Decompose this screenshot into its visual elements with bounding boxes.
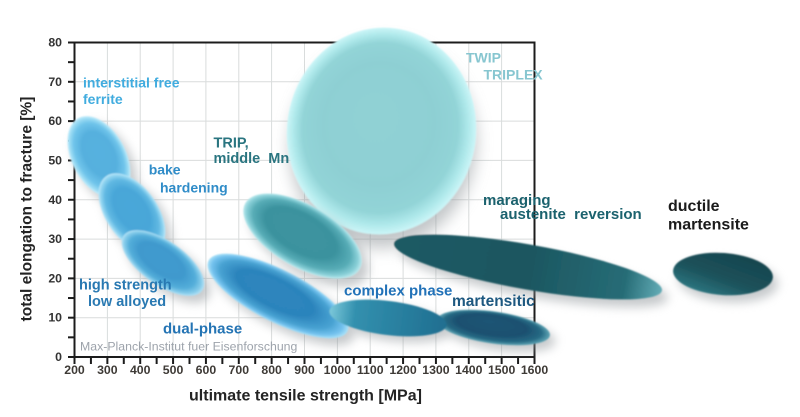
svg-text:martensitic: martensitic bbox=[452, 293, 535, 310]
svg-text:high strength: high strength bbox=[79, 278, 172, 294]
svg-text:ultimate tensile strength [MPa: ultimate tensile strength [MPa] bbox=[189, 388, 422, 405]
svg-text:1200: 1200 bbox=[389, 363, 417, 377]
svg-text:1000: 1000 bbox=[324, 363, 352, 377]
svg-text:1300: 1300 bbox=[422, 363, 450, 377]
svg-text:martensite: martensite bbox=[668, 217, 749, 234]
svg-text:TRIP,: TRIP, bbox=[214, 136, 249, 152]
svg-text:300: 300 bbox=[97, 363, 118, 377]
svg-text:1100: 1100 bbox=[357, 363, 384, 377]
svg-text:0: 0 bbox=[55, 350, 62, 364]
svg-text:60: 60 bbox=[48, 114, 62, 128]
svg-text:200: 200 bbox=[64, 363, 85, 377]
svg-text:ferrite: ferrite bbox=[83, 91, 123, 107]
svg-text:maraging: maraging bbox=[483, 192, 551, 209]
svg-text:30: 30 bbox=[48, 232, 62, 246]
svg-text:low alloyed: low alloyed bbox=[88, 294, 166, 310]
svg-text:dual-phase: dual-phase bbox=[163, 321, 242, 338]
svg-text:ductile: ductile bbox=[668, 198, 720, 215]
svg-text:400: 400 bbox=[130, 363, 151, 377]
svg-text:600: 600 bbox=[196, 363, 217, 377]
svg-text:TWIP: TWIP bbox=[466, 50, 501, 66]
svg-text:800: 800 bbox=[261, 363, 282, 377]
svg-text:900: 900 bbox=[294, 363, 315, 377]
svg-text:500: 500 bbox=[163, 363, 184, 377]
svg-text:1600: 1600 bbox=[521, 363, 549, 377]
svg-text:hardening: hardening bbox=[160, 180, 228, 196]
svg-text:middle Mn: middle Mn bbox=[214, 151, 290, 167]
svg-text:40: 40 bbox=[48, 193, 62, 207]
svg-text:complex phase: complex phase bbox=[344, 283, 452, 300]
svg-text:bake: bake bbox=[149, 162, 181, 178]
svg-text:TRIPLEX: TRIPLEX bbox=[484, 67, 544, 83]
svg-text:70: 70 bbox=[48, 75, 62, 89]
svg-text:1400: 1400 bbox=[455, 363, 483, 377]
svg-text:10: 10 bbox=[48, 311, 62, 325]
svg-text:50: 50 bbox=[48, 153, 62, 167]
svg-text:700: 700 bbox=[229, 363, 250, 377]
svg-text:total elongation to fracture [: total elongation to fracture [%] bbox=[19, 97, 36, 322]
svg-text:Max-Planck-Institut fuer Eisen: Max-Planck-Institut fuer Eisenforschung bbox=[80, 340, 298, 354]
svg-text:interstitial free: interstitial free bbox=[83, 75, 180, 91]
svg-text:80: 80 bbox=[48, 36, 62, 50]
svg-text:austenite reversion: austenite reversion bbox=[500, 206, 642, 223]
svg-text:1500: 1500 bbox=[488, 363, 516, 377]
svg-text:20: 20 bbox=[48, 271, 62, 285]
